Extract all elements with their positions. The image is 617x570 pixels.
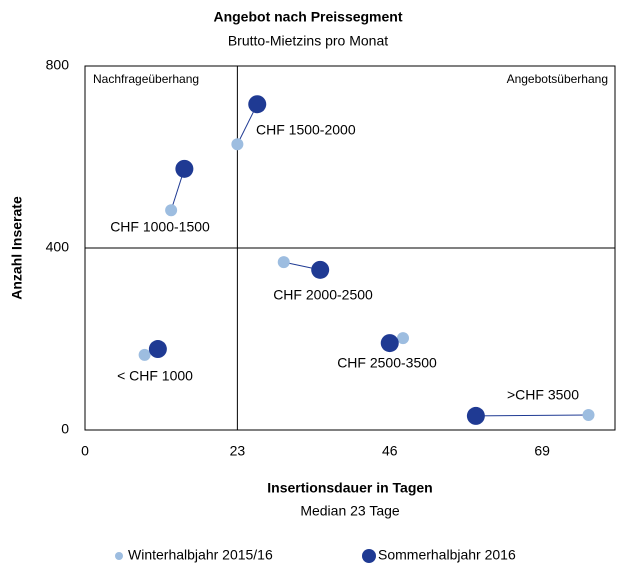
point-label: < CHF 1000 xyxy=(117,368,193,384)
legend-label: Sommerhalbjahr 2016 xyxy=(378,547,516,563)
x-tick-label: 69 xyxy=(534,443,550,459)
point xyxy=(311,260,330,279)
point xyxy=(397,332,409,345)
y-axis-label: Anzahl Inserate xyxy=(9,196,25,300)
annotation: Angebotsüberhang xyxy=(507,72,608,86)
point xyxy=(175,159,194,178)
x-tick-label: 46 xyxy=(382,443,398,459)
point-label: CHF 2500-3500 xyxy=(337,355,437,371)
x-axis-label: Insertionsdauer in Tagen xyxy=(267,480,432,496)
point-label: CHF 1500-2000 xyxy=(256,122,356,138)
y-tick-label: 0 xyxy=(61,421,69,437)
point-label: CHF 2000-2500 xyxy=(273,287,373,303)
y-tick-label: 400 xyxy=(46,239,70,255)
x-tick-label: 0 xyxy=(81,443,89,459)
point xyxy=(466,406,485,425)
point xyxy=(277,256,290,269)
legend-marker xyxy=(115,552,123,560)
point xyxy=(380,334,399,353)
y-tick-label: 800 xyxy=(46,57,70,73)
point-label: CHF 1000-1500 xyxy=(110,219,210,235)
annotation: Nachfrageüberhang xyxy=(93,72,199,86)
point xyxy=(231,138,244,151)
point xyxy=(165,204,178,217)
chart-subtitle: Brutto-Mietzins pro Monat xyxy=(228,33,388,49)
legend-label: Winterhalbjahr 2015/16 xyxy=(128,547,273,563)
point xyxy=(248,95,267,114)
point-label: >CHF 3500 xyxy=(507,387,579,403)
chart-title: Angebot nach Preissegment xyxy=(213,9,402,25)
point xyxy=(138,348,151,361)
point xyxy=(148,340,167,359)
point xyxy=(582,408,595,421)
x-tick-label: 23 xyxy=(230,443,246,459)
legend-marker xyxy=(362,549,376,563)
connector xyxy=(475,414,589,417)
x-axis-sublabel: Median 23 Tage xyxy=(300,503,400,519)
